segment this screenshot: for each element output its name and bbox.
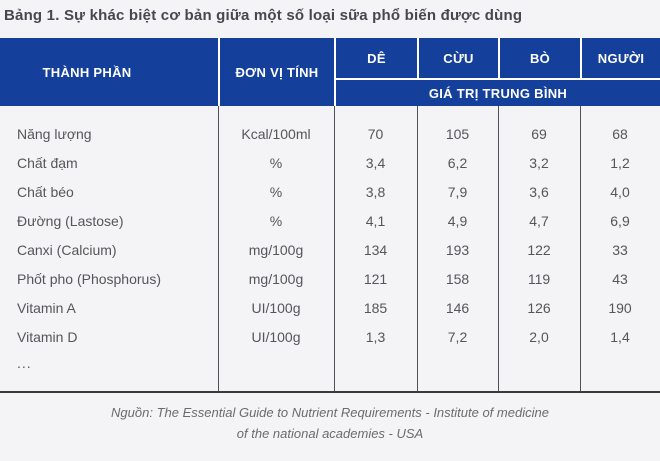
cell-unit: %	[269, 184, 283, 200]
cell-sheep: 6,2	[447, 155, 468, 171]
cell-component: Đường (Lastose)	[17, 213, 124, 229]
cell-sheep: 193	[445, 242, 470, 258]
table-row: Vitamin A UI/100g 185 146 126 190	[0, 294, 660, 323]
column-divider	[417, 106, 418, 393]
cell-cow: 119	[527, 271, 551, 287]
cell-goat: 3,4	[365, 155, 386, 171]
cell-human: 4,0	[610, 184, 630, 200]
cell-cow: 3,2	[529, 155, 549, 171]
table-body: Năng lượng Kcal/100ml 70 105 69 68 Chất …	[0, 106, 660, 393]
cell-cow: 4,7	[529, 213, 549, 229]
header-cell-sheep: CỪU	[417, 38, 498, 78]
column-divider	[498, 106, 499, 393]
header-cell-unit: ĐƠN VỊ TÍNH	[218, 38, 334, 106]
header-cell-human: NGƯỜI	[580, 38, 660, 78]
table-row: Đường (Lastose) % 4,1 4,9 4,7 6,9	[0, 207, 660, 236]
table-header: THÀNH PHẦN ĐƠN VỊ TÍNH DÊ CỪU BÒ NGƯỜI G…	[0, 38, 660, 106]
table-row: Chất đạm % 3,4 6,2 3,2 1,2	[0, 149, 660, 178]
cell-human: 33	[612, 242, 628, 258]
cell-unit: mg/100g	[248, 271, 304, 287]
cell-unit: mg/100g	[248, 242, 304, 258]
table-row: Năng lượng Kcal/100ml 70 105 69 68	[0, 120, 660, 149]
table-row-ellipsis: ...	[0, 352, 660, 393]
table-bottom-border	[0, 391, 660, 393]
cell-cow: 126	[527, 300, 551, 316]
cell-component: Năng lượng	[17, 126, 92, 142]
cell-ellipsis: ...	[17, 355, 32, 371]
cell-goat: 1,3	[365, 329, 386, 345]
cell-goat: 4,1	[365, 213, 386, 229]
table-row: Vitamin D UI/100g 1,3 7,2 2,0 1,4	[0, 323, 660, 352]
header-cell-goat: DÊ	[334, 38, 417, 78]
cell-unit: %	[269, 155, 283, 171]
cell-human: 43	[612, 271, 628, 287]
cell-component: Chất đạm	[17, 155, 78, 171]
cell-sheep: 105	[445, 126, 470, 142]
column-divider	[580, 106, 581, 393]
cell-component: Phốt pho (Phosphorus)	[17, 271, 161, 287]
cell-goat: 121	[363, 271, 388, 287]
cell-sheep: 158	[445, 271, 470, 287]
header-cell-average-value: GIÁ TRỊ TRUNG BÌNH	[334, 78, 660, 106]
source-note-line1: Nguồn: The Essential Guide to Nutrient R…	[111, 405, 549, 420]
table-row: Phốt pho (Phosphorus) mg/100g 121 158 11…	[0, 265, 660, 294]
cell-goat: 70	[367, 126, 384, 142]
cell-sheep: 146	[445, 300, 470, 316]
cell-sheep: 7,2	[447, 329, 468, 345]
table-row: Chất béo % 3,8 7,9 3,6 4,0	[0, 178, 660, 207]
cell-sheep: 7,9	[447, 184, 468, 200]
cell-unit: UI/100g	[251, 300, 301, 316]
header-cell-cow: BÒ	[498, 38, 580, 78]
cell-goat: 185	[363, 300, 388, 316]
source-note-line2: of the national academies - USA	[236, 426, 424, 441]
table-row: Canxi (Calcium) mg/100g 134 193 122 33	[0, 236, 660, 265]
column-divider	[334, 106, 335, 393]
cell-cow: 2,0	[529, 329, 549, 345]
cell-cow: 3,6	[529, 184, 549, 200]
cell-human: 190	[608, 300, 632, 316]
cell-human: 68	[612, 126, 628, 142]
cell-unit: Kcal/100ml	[241, 126, 311, 142]
cell-component: Vitamin D	[17, 329, 78, 345]
cell-cow: 122	[527, 242, 551, 258]
cell-sheep: 4,9	[447, 213, 468, 229]
header-cell-component: THÀNH PHẦN	[42, 64, 132, 80]
cell-unit: UI/100g	[251, 329, 301, 345]
table-caption: Bảng 1. Sự khác biệt cơ bản giữa một số …	[4, 7, 523, 24]
cell-component: Chất béo	[17, 184, 74, 200]
cell-cow: 69	[531, 126, 547, 142]
cell-human: 6,9	[610, 213, 630, 229]
cell-goat: 3,8	[365, 184, 386, 200]
cell-unit: %	[269, 213, 283, 229]
cell-goat: 134	[363, 242, 388, 258]
cell-component: Vitamin A	[17, 300, 76, 316]
cell-human: 1,2	[610, 155, 630, 171]
cell-component: Canxi (Calcium)	[17, 242, 117, 258]
source-note: Nguồn: The Essential Guide to Nutrient R…	[0, 402, 660, 444]
cell-human: 1,4	[610, 329, 630, 345]
column-divider	[218, 106, 219, 393]
